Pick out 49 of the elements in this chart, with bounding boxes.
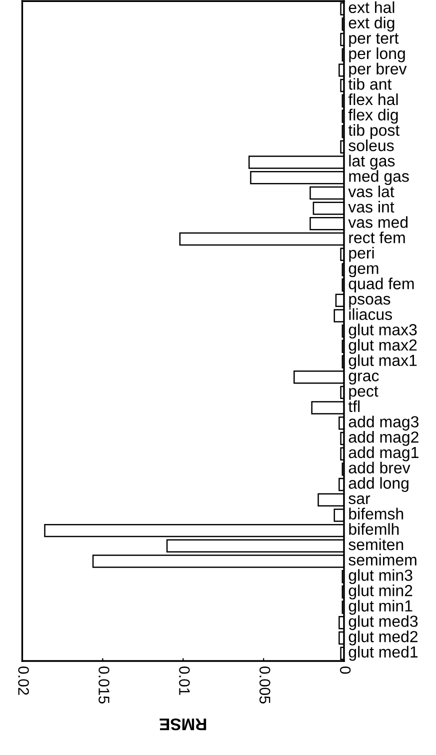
y-tick-label: add brev	[348, 462, 410, 474]
y-tick-label: ext hal	[348, 1, 394, 14]
y-tick-label: pect	[349, 386, 378, 400]
y-tick-label: tfl	[348, 400, 360, 412]
y-tick-label: semimem	[348, 554, 416, 566]
y-tick-label: per tert	[349, 33, 399, 47]
y-tick-label: sar	[348, 495, 370, 504]
y-tick-label: glut max3	[348, 324, 417, 339]
y-tick-label: vas lat	[348, 186, 394, 198]
x-tick-label: 0.01	[179, 666, 190, 695]
y-tick-label: add mag1	[348, 446, 418, 462]
y-tick-label: per brev	[349, 62, 407, 78]
y-tick-label: add mag2	[348, 431, 418, 446]
y-tick-label: glut min1	[348, 600, 412, 615]
y-tick-label: peri	[349, 246, 374, 262]
y-tick-label: vas med	[348, 216, 408, 228]
y-tick-label: tib ant	[348, 78, 392, 90]
y-tick-label: bifemsh	[349, 508, 404, 520]
x-tick-label: 0.015	[98, 666, 110, 704]
y-tick-label: glut max1	[348, 354, 417, 370]
y-tick-label: glut min3	[348, 569, 412, 584]
y-tick-label: iliacus	[349, 308, 392, 320]
x-tick-label: 0.005	[259, 666, 270, 704]
y-tick-label: flex dig	[348, 108, 398, 124]
y-tick-label: glut med1	[348, 646, 418, 661]
y-tick-label: vas int	[348, 200, 394, 213]
y-tick-label: add long	[348, 477, 408, 492]
y-tick-label: quad fem	[348, 278, 414, 292]
y-tick-label: tib post	[348, 124, 400, 140]
x-axis-title: RMSE	[160, 718, 206, 730]
y-tick-label: gem	[348, 265, 378, 278]
y-tick-label: glut min2	[348, 584, 412, 600]
y-tick-label: grac	[348, 372, 379, 385]
y-tick-label: add mag3	[348, 416, 419, 431]
y-tick-label: lat gas	[349, 154, 395, 170]
y-tick-label: semiten	[348, 538, 404, 550]
y-tick-label: glut med2	[348, 630, 418, 646]
x-tick-label: 0.02	[18, 666, 29, 695]
y-tick-label: glut max2	[348, 338, 417, 354]
y-tick-label: med gas	[349, 170, 409, 186]
y-tick-label: ext dig	[348, 16, 394, 32]
x-tick-label: 0	[340, 666, 351, 674]
y-tick-label: psoas	[349, 296, 390, 308]
y-tick-label: bifemlh	[349, 523, 399, 535]
y-tick-label: flex hal	[348, 93, 398, 106]
y-tick-label: glut med3	[348, 615, 418, 630]
y-tick-label: rect fem	[349, 232, 405, 244]
y-tick-label: per long	[349, 47, 405, 62]
y-tick-label: soleus	[348, 139, 394, 152]
